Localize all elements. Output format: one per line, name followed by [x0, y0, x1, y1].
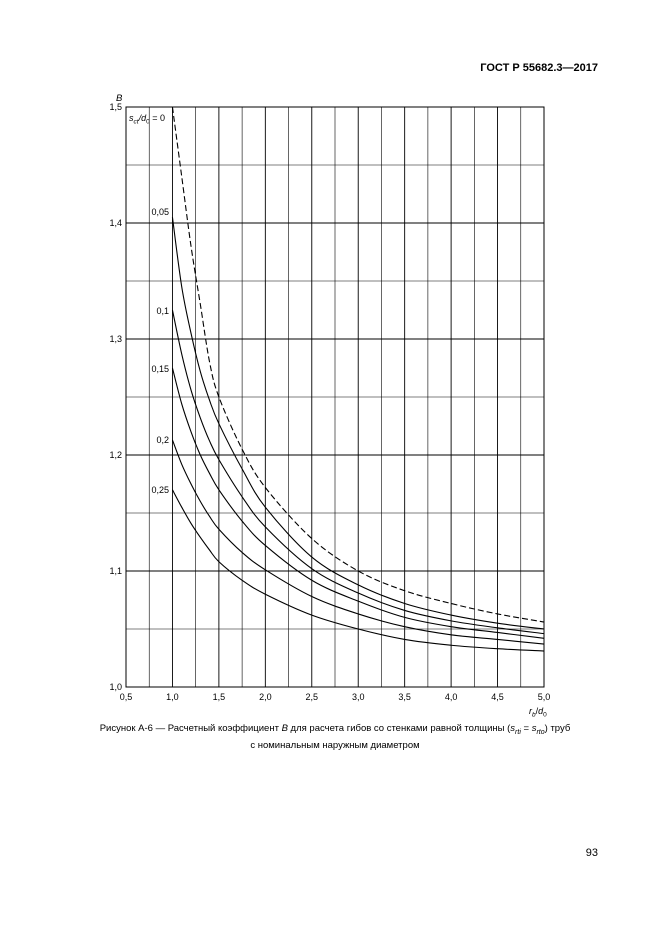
y-tick-label: 1,5	[109, 102, 122, 112]
series-label: 0,1	[156, 306, 169, 316]
series-line	[171, 309, 545, 635]
series-line	[171, 367, 545, 639]
y-tick-label: 1,3	[109, 334, 122, 344]
y-axis-label: B	[116, 93, 123, 104]
page-number: 93	[585, 847, 598, 859]
x-tick-label: 1,0	[166, 692, 179, 702]
x-tick-label: 4,0	[445, 692, 458, 702]
y-tick-label: 1,0	[109, 682, 122, 692]
x-tick-label: 4,5	[491, 692, 504, 702]
y-tick-label: 1,2	[109, 450, 122, 460]
x-tick-label: 3,5	[398, 692, 411, 702]
series-line	[171, 489, 545, 652]
series-label: 0,25	[151, 485, 169, 495]
caption-line-2: с номинальным наружным диаметром	[250, 739, 420, 751]
y-tick-label: 1,4	[109, 218, 122, 228]
chart-labels: Brb/d0 sct/d0 = 0 0,05 0,1 0,15 0,2 0,25	[116, 93, 547, 719]
x-tick-label: 2,0	[259, 692, 272, 702]
series-line	[171, 217, 545, 630]
x-tick-label: 5,0	[538, 692, 551, 702]
x-tick-label: 1,5	[213, 692, 226, 702]
chart-curves	[171, 106, 545, 652]
series-label: 0,15	[151, 364, 169, 374]
figure-caption: Рисунок А-6 — Расчетный коэффициент B дл…	[70, 722, 600, 752]
plot-frame	[125, 106, 545, 688]
x-tick-label: 0,5	[120, 692, 133, 702]
x-axis-label: rb/d0	[529, 706, 547, 719]
series-line	[171, 439, 545, 645]
series-label: 0,05	[151, 207, 169, 217]
series-label: sct/d0 = 0	[129, 113, 165, 126]
x-tick-label: 2,5	[306, 692, 319, 702]
chart-ticks: 0,5 1,0 1,5 2,0 2,5 3,0 3,5 4,0 4,5 5,01,01,11,21…	[109, 102, 550, 702]
series-label: 0,2	[156, 435, 169, 445]
chart-grid	[125, 106, 545, 688]
x-tick-label: 3,0	[352, 692, 365, 702]
y-tick-label: 1,1	[109, 566, 122, 576]
caption-line-1: Рисунок А-6 — Расчетный коэффициент B дл…	[99, 723, 571, 736]
series-line	[171, 106, 545, 623]
document-header: ГОСТ Р 55682.3—2017	[480, 62, 598, 74]
